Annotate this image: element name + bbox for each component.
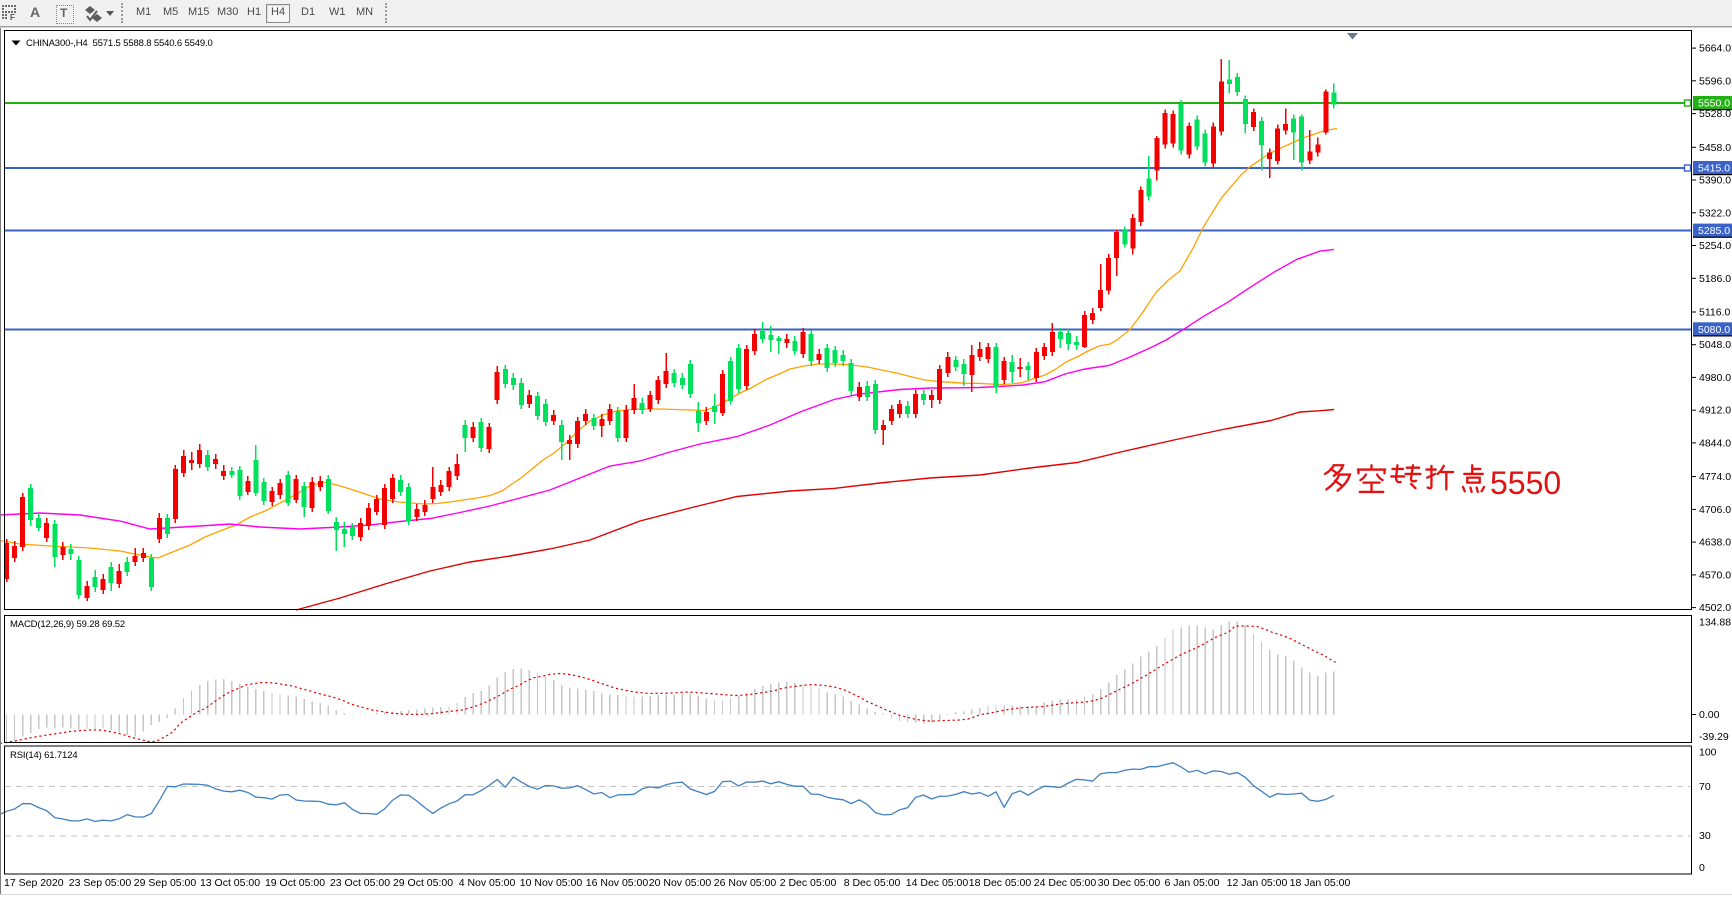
- svg-text:30 Dec 05:00: 30 Dec 05:00: [1098, 877, 1161, 889]
- svg-text:29 Oct 05:00: 29 Oct 05:00: [393, 877, 453, 889]
- svg-text:19 Oct 05:00: 19 Oct 05:00: [265, 877, 325, 889]
- svg-text:4638.0: 4638.0: [1699, 537, 1731, 549]
- svg-text:5322.0: 5322.0: [1699, 207, 1731, 219]
- svg-text:5048.0: 5048.0: [1699, 339, 1731, 351]
- svg-text:16 Nov 05:00: 16 Nov 05:00: [586, 877, 649, 889]
- svg-text:5550: 5550: [1490, 465, 1561, 501]
- svg-text:5458.0: 5458.0: [1699, 142, 1731, 154]
- svg-text:RSI(14) 61.7124: RSI(14) 61.7124: [10, 750, 77, 761]
- svg-text:5415.0: 5415.0: [1698, 163, 1730, 175]
- svg-text:4570.0: 4570.0: [1699, 569, 1731, 581]
- svg-text:70: 70: [1699, 781, 1711, 793]
- svg-text:-39.29: -39.29: [1699, 731, 1729, 743]
- svg-text:5080.0: 5080.0: [1698, 324, 1730, 336]
- svg-text:6 Jan 05:00: 6 Jan 05:00: [1165, 877, 1220, 889]
- svg-text:5186.0: 5186.0: [1699, 273, 1731, 285]
- svg-text:4706.0: 4706.0: [1699, 504, 1731, 516]
- svg-text:0.00: 0.00: [1699, 709, 1720, 721]
- svg-text:4980.0: 4980.0: [1699, 372, 1731, 384]
- svg-text:18 Dec 05:00: 18 Dec 05:00: [969, 877, 1032, 889]
- svg-text:5664.0: 5664.0: [1699, 43, 1731, 55]
- svg-text:26 Nov 05:00: 26 Nov 05:00: [714, 877, 777, 889]
- svg-text:100: 100: [1699, 747, 1717, 759]
- svg-text:14 Dec 05:00: 14 Dec 05:00: [906, 877, 969, 889]
- svg-text:MACD(12,26,9) 59.28 69.52: MACD(12,26,9) 59.28 69.52: [10, 619, 125, 630]
- svg-text:30: 30: [1699, 830, 1711, 842]
- svg-text:24 Dec 05:00: 24 Dec 05:00: [1034, 877, 1097, 889]
- svg-text:F: F: [10, 13, 15, 21]
- svg-text:4844.0: 4844.0: [1699, 437, 1731, 449]
- svg-text:18 Jan 05:00: 18 Jan 05:00: [1290, 877, 1351, 889]
- svg-text:23 Sep 05:00: 23 Sep 05:00: [69, 877, 132, 889]
- svg-text:4 Nov 05:00: 4 Nov 05:00: [459, 877, 516, 889]
- svg-text:23 Oct 05:00: 23 Oct 05:00: [330, 877, 390, 889]
- svg-text:4912.0: 4912.0: [1699, 405, 1731, 417]
- svg-text:10 Nov 05:00: 10 Nov 05:00: [520, 877, 583, 889]
- svg-text:5116.0: 5116.0: [1699, 307, 1730, 319]
- svg-text:12 Jan 05:00: 12 Jan 05:00: [1227, 877, 1288, 889]
- svg-text:134.88: 134.88: [1699, 617, 1731, 629]
- svg-text:4774.0: 4774.0: [1699, 471, 1731, 483]
- svg-text:0: 0: [1699, 862, 1705, 874]
- svg-text:5390.0: 5390.0: [1699, 175, 1731, 187]
- svg-text:17 Sep 2020: 17 Sep 2020: [4, 877, 64, 889]
- svg-text:CHINA300-,H4 5571.5 5588.8 55: CHINA300-,H4 5571.5 5588.8 5540.6 5549.0: [26, 38, 213, 49]
- svg-text:8 Dec 05:00: 8 Dec 05:00: [844, 877, 901, 889]
- svg-text:2 Dec 05:00: 2 Dec 05:00: [780, 877, 837, 889]
- svg-text:5550.0: 5550.0: [1698, 98, 1730, 110]
- svg-text:4502.0: 4502.0: [1699, 602, 1731, 614]
- svg-text:5528.0: 5528.0: [1699, 108, 1731, 120]
- svg-text:20 Nov 05:00: 20 Nov 05:00: [649, 877, 712, 889]
- svg-text:5254.0: 5254.0: [1699, 240, 1731, 252]
- svg-text:13 Oct 05:00: 13 Oct 05:00: [200, 877, 260, 889]
- svg-text:29 Sep 05:00: 29 Sep 05:00: [134, 877, 197, 889]
- svg-text:5596.0: 5596.0: [1699, 75, 1731, 87]
- svg-text:5285.0: 5285.0: [1698, 225, 1730, 237]
